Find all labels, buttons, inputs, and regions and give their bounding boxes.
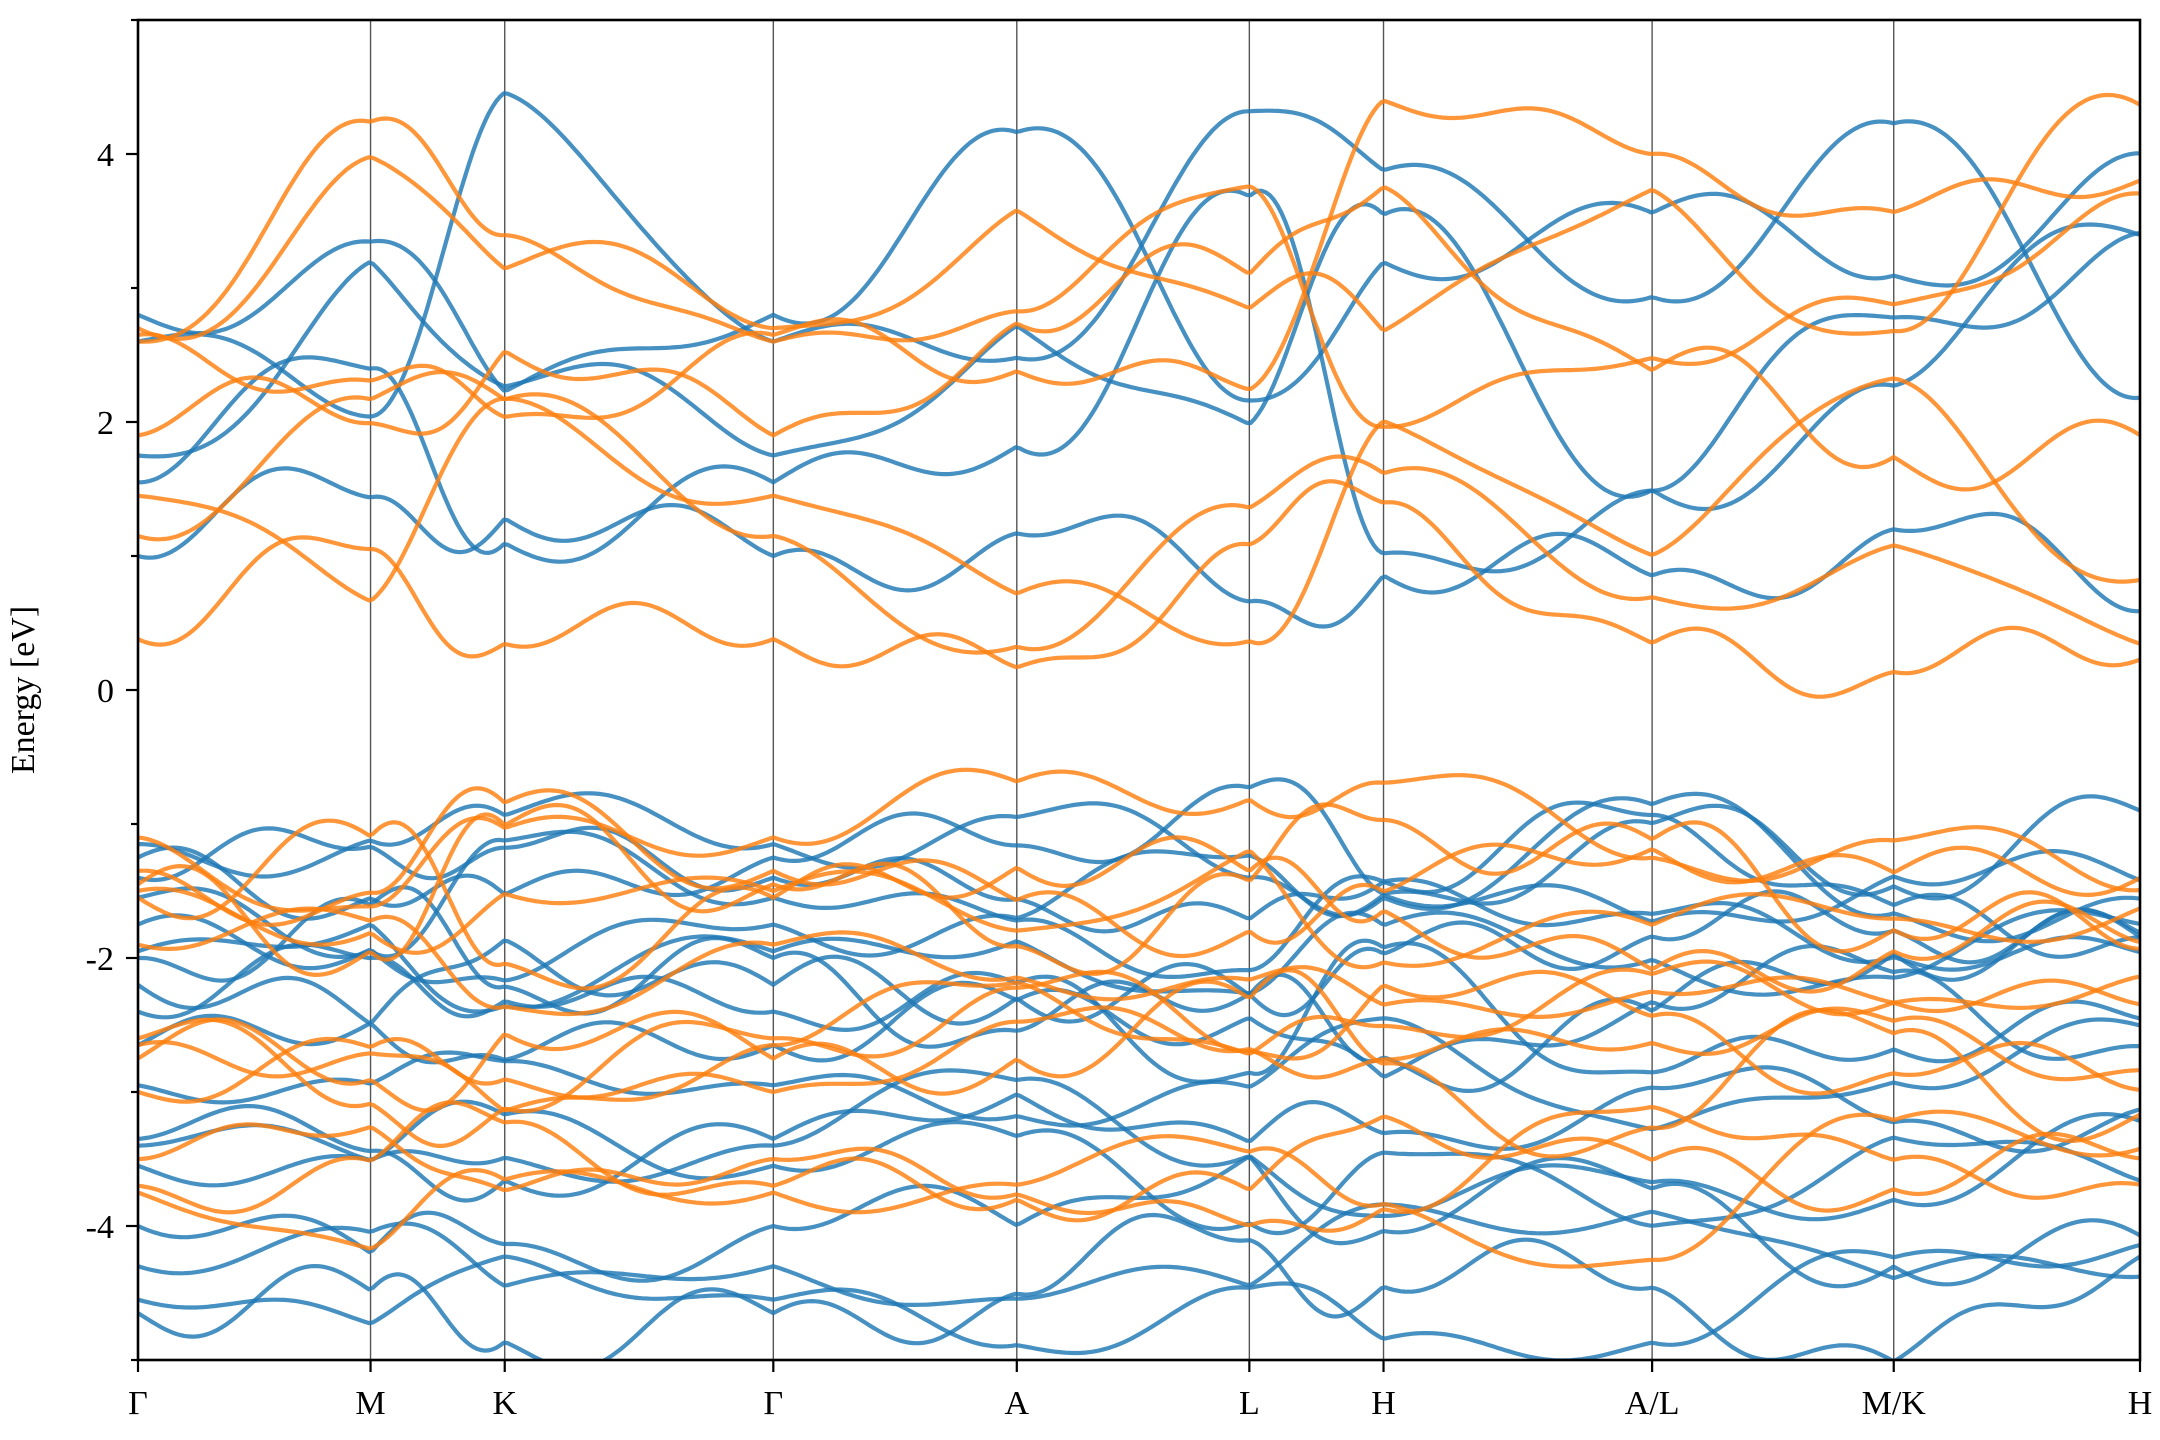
band-line — [138, 968, 2140, 1159]
band-line — [138, 126, 2140, 403]
energy-bands — [138, 91, 2140, 1360]
band-line — [138, 959, 2140, 1113]
x-tick-label: H — [2128, 1385, 2153, 1422]
band-line — [138, 791, 2140, 944]
band-line — [138, 466, 2140, 629]
band-line — [138, 202, 2140, 512]
band-line — [138, 1105, 2140, 1233]
band-line — [138, 188, 2140, 574]
band-line — [138, 938, 2140, 1084]
band-line — [138, 1202, 2140, 1307]
band-line — [138, 767, 2140, 913]
band-line — [138, 376, 2140, 647]
band-line — [138, 91, 2140, 419]
x-tick-label: L — [1239, 1385, 1260, 1422]
band-line — [138, 1099, 2140, 1236]
y-tick-label: 0 — [97, 673, 114, 710]
y-axis-label: Energy [eV] — [5, 606, 42, 774]
band-line — [138, 479, 2140, 699]
band-line — [138, 1100, 2140, 1223]
band-line — [138, 116, 2140, 429]
band-line — [138, 849, 2140, 985]
band-line — [138, 1109, 2140, 1269]
band-line — [138, 969, 2140, 1148]
band-line — [138, 99, 2140, 420]
band-line — [138, 849, 2140, 970]
high-symmetry-lines — [369, 20, 1895, 1360]
band-line — [138, 92, 2140, 341]
x-tick-label: Γ — [763, 1385, 783, 1422]
x-tick-label: Γ — [128, 1385, 148, 1422]
band-line — [138, 829, 2140, 979]
band-line — [138, 906, 2140, 1019]
band-line — [138, 1212, 2140, 1360]
band-line — [138, 908, 2140, 1014]
y-axis-ticks: -4 -2 0 2 4 — [86, 18, 138, 1362]
band-line — [138, 369, 2140, 655]
band-line — [138, 800, 2140, 959]
y-tick-label: 4 — [97, 137, 114, 174]
plot-frame — [136, 18, 2142, 1362]
band-line — [138, 802, 2140, 977]
x-axis-ticks: Γ M K Γ A L H A/L M/K H — [128, 1360, 2152, 1422]
y-tick-label: 2 — [97, 405, 114, 442]
x-tick-label: A — [1005, 1385, 1030, 1422]
x-tick-label: M — [355, 1385, 385, 1422]
band-line — [138, 1155, 2140, 1289]
band-line — [138, 786, 2140, 959]
x-tick-label: M/K — [1862, 1385, 1927, 1422]
band-line — [138, 944, 2140, 1079]
x-tick-label: K — [492, 1385, 517, 1422]
x-tick-label: A/L — [1625, 1385, 1680, 1422]
y-tick-label: -2 — [86, 941, 114, 978]
band-line — [138, 1065, 2140, 1203]
y-tick-label: -4 — [86, 1209, 114, 1246]
band-line — [138, 1242, 2140, 1360]
band-line — [138, 185, 2140, 492]
band-line — [138, 818, 2140, 994]
x-tick-label: H — [1371, 1385, 1396, 1422]
